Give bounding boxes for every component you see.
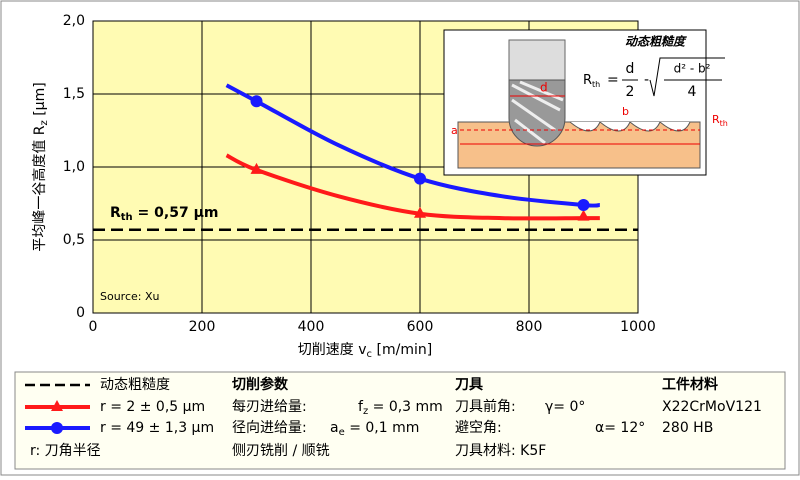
marker	[414, 172, 426, 185]
radius-note: r: 刀角半径	[30, 443, 101, 459]
tool-shank	[508, 39, 566, 81]
sqrt	[649, 57, 725, 97]
x-tick-label: 600	[407, 319, 434, 335]
clearance-label: 避空角:	[455, 420, 502, 436]
feed-label: 每刃进给量:	[232, 399, 307, 415]
marker	[414, 206, 426, 218]
label-b: b	[622, 105, 629, 118]
ref-label-rest: = 0,57 µm	[133, 205, 219, 221]
rake-label: 刀具前角:	[455, 398, 516, 415]
marker	[250, 162, 263, 174]
label-rth: Rth	[712, 113, 728, 128]
formula-minus: -	[644, 72, 649, 88]
workpiece-title: 工件材料	[662, 376, 718, 393]
params-title: 切削参数	[232, 376, 289, 393]
tool-title: 刀具	[455, 377, 483, 393]
marker	[51, 400, 63, 411]
legend-label: 动态粗糙度	[100, 377, 170, 393]
radial-value: ae = 0,1 mm	[330, 420, 419, 438]
x-tick-label: 400	[298, 319, 325, 335]
y-tick-label: 0	[76, 305, 85, 321]
reference-label: Rth = 0,57 µm	[110, 205, 218, 223]
tool-material: 刀具材料: K5F	[455, 443, 546, 459]
formula-eq: =	[607, 72, 619, 88]
legend-panel	[14, 371, 786, 470]
flute-lines	[511, 80, 564, 145]
formula-root-num: d² - b²	[674, 62, 711, 76]
x-tick-label: 1000	[620, 319, 656, 335]
rake-value: γ= 0°	[545, 399, 585, 415]
source: Source: Xu	[100, 290, 160, 303]
legend: 动态粗糙度 r = 2 ± 0,5 µm r = 49 ± 1,3 µm	[25, 377, 214, 436]
legend-label: r = 49 ± 1,3 µm	[100, 420, 214, 436]
inset-title: 动态粗糙度	[625, 35, 687, 49]
ref-label-sub: th	[121, 212, 133, 223]
marks: Rth = 0,57 µm	[93, 83, 638, 232]
y-tick-label: 1,5	[63, 86, 85, 102]
feed-value: fz = 0,3 mm	[358, 399, 443, 417]
label-a: a	[451, 124, 458, 137]
mill-mode: 侧刃铣削 / 顺铣	[232, 443, 330, 459]
y-axis-title: 平均峰一谷高度值 Rz [µm]	[31, 82, 50, 251]
y-tick-label: 1,0	[63, 159, 85, 175]
marker	[51, 422, 63, 434]
workpiece	[457, 121, 701, 169]
workpiece-material: X22CrMoV121	[662, 399, 762, 415]
label-d: d	[540, 81, 548, 95]
x-tick-label: 0	[89, 319, 98, 335]
formula-root-den: 4	[688, 84, 697, 100]
marker	[577, 209, 590, 221]
ref-label-main: R	[110, 205, 121, 221]
formula-den: 2	[626, 84, 635, 100]
y-tick-label: 2,0	[63, 13, 85, 29]
radial-label: 径向进给量:	[232, 420, 307, 436]
x-tick-label: 800	[516, 319, 543, 335]
inset: 动态粗糙度 d a b Rth Rth = d 2 - d² - b² 4	[443, 29, 728, 176]
y-tick-label: 0,5	[63, 232, 85, 248]
legend-label: r = 2 ± 0,5 µm	[100, 399, 205, 415]
formula-lhs: Rth	[583, 73, 600, 89]
formula-num: d	[626, 61, 635, 77]
marker	[250, 95, 263, 108]
x-axis-title: 切削速度 vc [m/min]	[298, 342, 432, 360]
workpiece-hardness: 280 HB	[662, 420, 713, 436]
clearance-value: α= 12°	[595, 420, 645, 436]
marker	[577, 198, 590, 211]
x-tick-label: 200	[189, 319, 216, 335]
